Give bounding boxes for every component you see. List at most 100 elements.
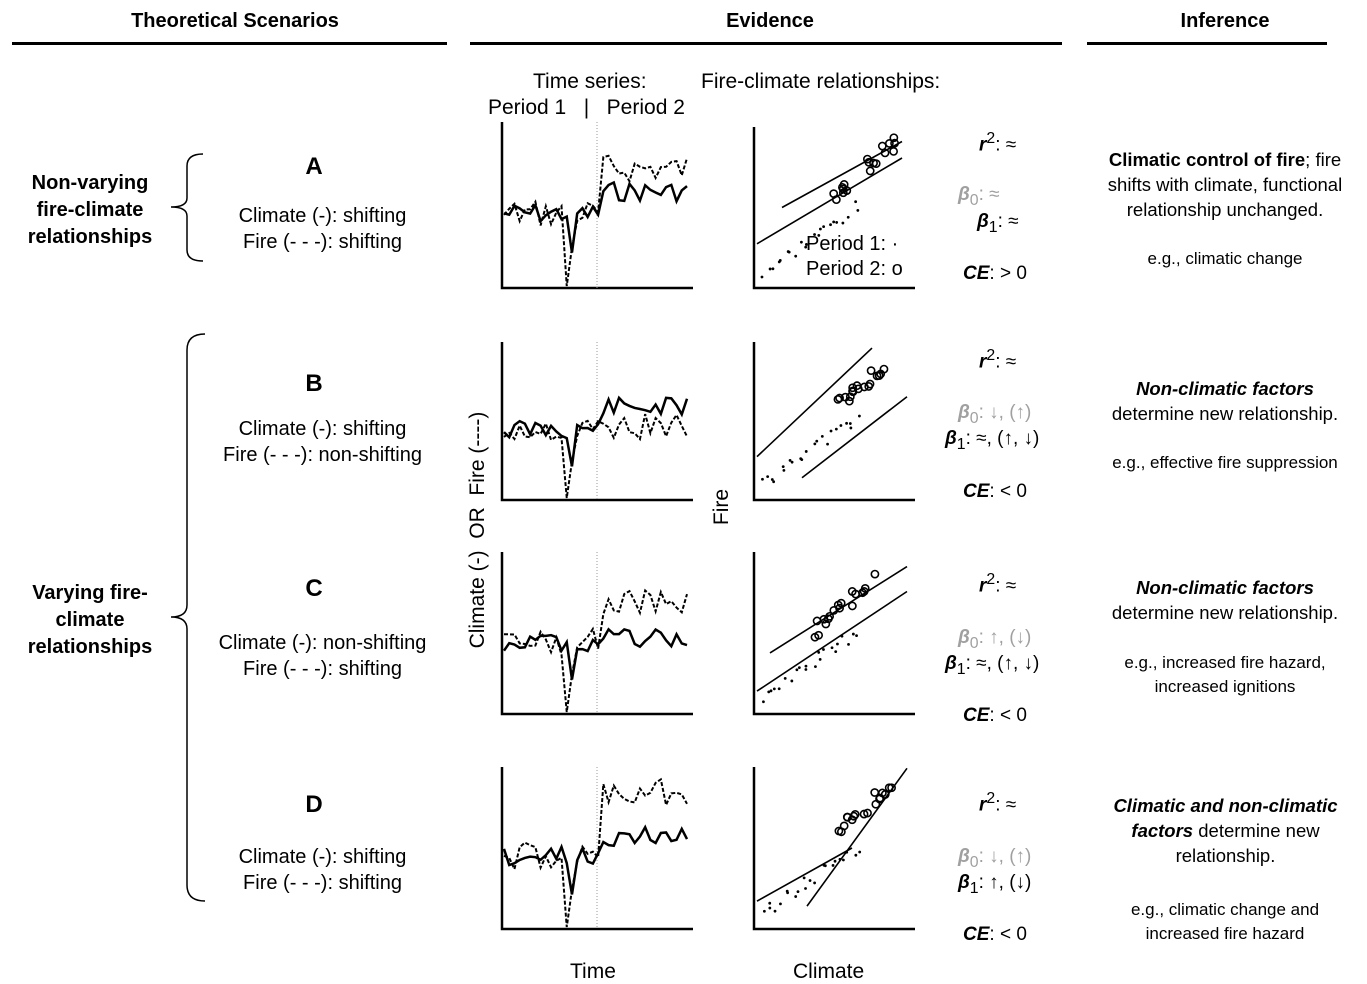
panel-axes: [500, 767, 693, 931]
period-1-point: [768, 906, 772, 910]
panel-axes: [752, 552, 915, 716]
period-1-point: [800, 458, 804, 462]
period-2-point: [835, 603, 844, 613]
scenario-d-climate: Climate (-): shifting: [238, 846, 407, 868]
panel-axes: [500, 552, 693, 716]
period-1-point: [848, 422, 852, 425]
stat-r2-b: r2: ≈: [979, 347, 1017, 373]
period-1-point: [849, 426, 853, 430]
time-series-panel-d: [500, 767, 693, 931]
legend-period-1: Period 1: ·: [806, 233, 898, 256]
brace-varying: [170, 333, 206, 902]
brace-non-varying: [170, 153, 204, 262]
example-a: e.g., climatic change: [1147, 249, 1303, 268]
stat-b0-b: β0: ↓, (↑): [958, 402, 1032, 427]
period-1-point: [813, 881, 817, 885]
stat-r2-c: r2: ≈: [979, 571, 1017, 597]
period-1-point: [832, 220, 836, 224]
period-2-point: [847, 601, 857, 611]
scenario-d-letter: D: [305, 791, 323, 818]
inference-a-rest: ; fire shifts with climate, functional r…: [1107, 149, 1343, 220]
period-2-point: [836, 827, 846, 837]
scatter-panel-d: [752, 767, 915, 931]
period-1-point: [804, 887, 807, 890]
scenario-a-desc: Climate (-): shifting Fire (- - -): shif…: [190, 203, 455, 255]
scenario-b-climate: Climate (-): shifting: [238, 418, 407, 440]
period-1-point: [771, 267, 775, 271]
period-2-point: [875, 794, 884, 804]
ts-y-axis-title: Climate (-) OR Fire (----): [466, 411, 489, 649]
period-1-point: [782, 469, 786, 472]
period-1-point: [835, 221, 839, 224]
period-2-point: [847, 815, 857, 825]
period-1-point: [786, 891, 790, 895]
scenario-d-fire: Fire (- - -): shifting: [243, 872, 402, 894]
scatter-x-axis-title: Climate: [793, 960, 865, 983]
period-1-point: [858, 414, 861, 418]
period-1-point: [761, 477, 764, 481]
period-1-point: [813, 442, 817, 446]
period-1-point: [818, 657, 822, 661]
period-2-point: [869, 158, 878, 168]
period-1-point: [822, 648, 825, 651]
period-1-point: [781, 465, 785, 469]
period-1-point: [808, 879, 812, 882]
period-1-fit-line: [756, 347, 873, 458]
scenario-a-fire: Fire (- - -): shifting: [243, 231, 402, 253]
period-1-point: [841, 221, 845, 225]
period-1-point: [858, 850, 862, 854]
example-d: e.g., climatic change and increased fire…: [1130, 900, 1320, 943]
period-1-point: [768, 267, 772, 271]
period-1-point: [841, 858, 845, 862]
header-theoretical-scenarios: Theoretical Scenarios: [131, 10, 339, 32]
scenario-b-desc: Climate (-): shifting Fire (- - -): non-…: [190, 416, 455, 468]
stat-b1-d: β1: ↑, (↓): [958, 872, 1032, 897]
scatter-y-axis-title: Fire: [710, 488, 733, 526]
period-1-point: [817, 233, 821, 237]
legend-period-2-label: Period 2:: [806, 258, 887, 280]
period-1-point: [829, 429, 833, 433]
period-1-point: [804, 450, 808, 453]
period-1-point: [762, 909, 766, 913]
period-1-point: [854, 853, 858, 857]
period-1-point: [797, 666, 801, 670]
scenario-c-climate: Climate (-): non-shifting: [218, 632, 427, 654]
inference-d-rest: determine new relationship.: [1175, 820, 1320, 866]
period-2-point: [835, 393, 844, 403]
scenario-c-fire: Fire (- - -): shifting: [243, 658, 402, 680]
period-1-point: [779, 902, 782, 906]
period-1-point: [804, 245, 808, 249]
period-1-point: [846, 215, 850, 219]
inference-c-rest: determine new relationship.: [1111, 602, 1339, 623]
period-1-point: [834, 650, 838, 654]
period-1-point: [856, 208, 860, 212]
rule-evidence: [470, 42, 1062, 45]
stat-ce-b: CE: < 0: [963, 481, 1027, 502]
period-2-point: [833, 394, 843, 404]
legend-period-1-label: Period 1:: [806, 233, 887, 255]
scenario-d-desc: Climate (-): shifting Fire (- - -): shif…: [190, 844, 455, 896]
relationships-label: Fire-climate relationships:: [701, 70, 941, 93]
period-1-point: [799, 240, 803, 244]
period-1-point: [796, 890, 800, 894]
stat-b1-b: β1: ≈, (↑, ↓): [945, 428, 1040, 453]
period-1-point: [804, 664, 808, 668]
period-2-point: [864, 382, 874, 391]
stat-ce-a: CE: > 0: [963, 263, 1027, 284]
period-2-fit-line: [806, 767, 908, 907]
inference-c: Non-climatic factors determine new relat…: [1090, 575, 1360, 625]
group-varying: Varying fire-climate relationships: [27, 582, 153, 658]
period-1-fit-line: [756, 590, 908, 692]
stat-b1-a: β1: ≈: [977, 211, 1019, 236]
period-2-point: [866, 366, 876, 376]
period-1-point: [790, 679, 794, 683]
period-split-label: Period 1 | Period 2: [488, 96, 685, 119]
example-b: e.g., effective fire suppression: [1112, 453, 1338, 472]
stat-r2-d: r2: ≈: [979, 790, 1017, 816]
period-1-point: [814, 665, 817, 668]
time-series-panel-b: [500, 342, 693, 502]
stat-b0-a: β0: ≈: [958, 184, 1000, 209]
period-1-point: [804, 668, 808, 671]
period-1-point: [770, 478, 774, 481]
stat-ce-d: CE: < 0: [963, 924, 1027, 945]
